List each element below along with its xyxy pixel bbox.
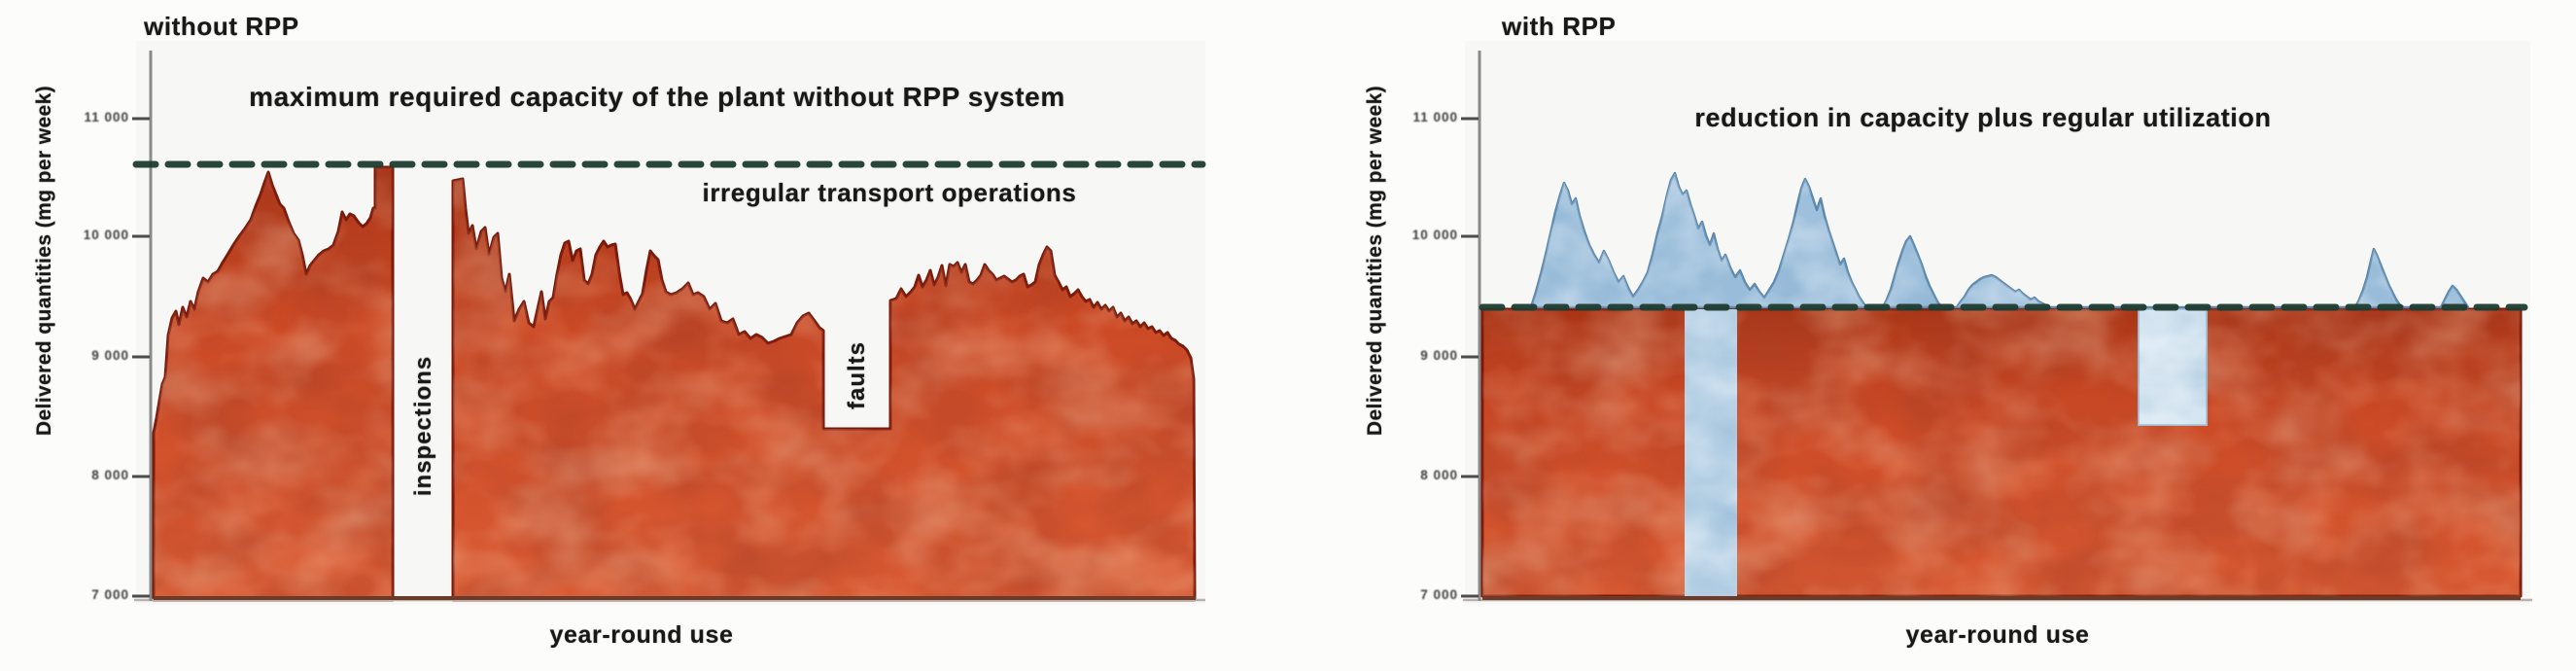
chart-without-rpp: without RPP maximum required capacity of… (33, 12, 1206, 649)
y-tick-label: 11 000 (84, 110, 129, 124)
y-tick-label: 10 000 (1411, 228, 1458, 242)
faults-label: faults (844, 340, 870, 410)
chart-title: with RPP (1502, 12, 1617, 41)
y-axis-label: Delivered quantities (mg per week) (1364, 85, 1386, 437)
y-tick-label: 7 000 (91, 587, 129, 602)
x-axis-label: year-round use (1905, 621, 2090, 649)
y-tick-label: 10 000 (83, 228, 129, 242)
red-texture-light (154, 167, 1195, 600)
y-tick-label: 7 000 (1420, 587, 1458, 602)
reduction-label: reduction in capacity plus regular utili… (1694, 103, 2272, 132)
y-axis-ticks (132, 117, 150, 598)
y-tick-label: 11 000 (1412, 110, 1458, 124)
y-axis-ticks (1461, 117, 1479, 598)
chart-with-rpp-canvas (1461, 41, 2532, 605)
red-texture-light (1482, 309, 2521, 596)
y-tick-label: 8 000 (91, 468, 129, 482)
chart-without-rpp-canvas (132, 51, 1206, 602)
x-axis-label: year-round use (549, 621, 734, 649)
y-axis-label: Delivered quantities (mg per week) (33, 85, 55, 437)
y-tick-label: 8 000 (1420, 468, 1458, 482)
chart-with-rpp: with RPP reduction in capacity plus regu… (1288, 0, 2576, 671)
y-tick-label: 9 000 (1420, 348, 1458, 363)
y-tick-label: 9 000 (91, 348, 129, 363)
irregular-operations-label: irregular transport operations (702, 178, 1077, 207)
blue-texture-light (1531, 173, 2468, 596)
chart-title: without RPP (144, 12, 299, 41)
inspections-label: inspections (410, 355, 436, 497)
capacity-line-label: maximum required capacity of the plant w… (249, 82, 1065, 112)
